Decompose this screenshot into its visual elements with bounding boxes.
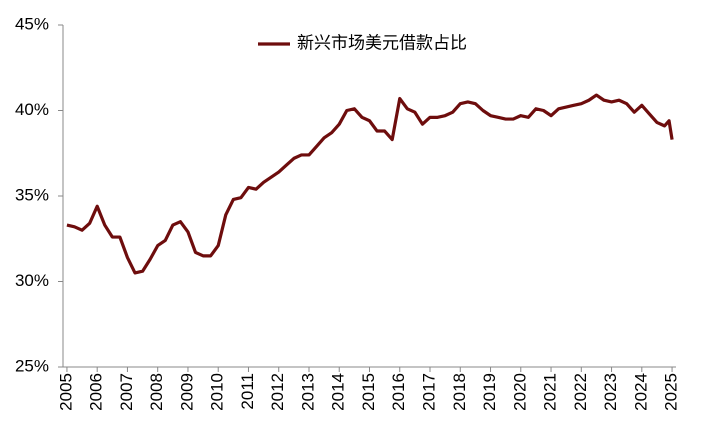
x-tick-label: 2022 xyxy=(571,373,590,411)
x-tick-label: 2015 xyxy=(359,373,378,411)
x-tick-label: 2019 xyxy=(480,373,499,411)
x-tick-label: 2020 xyxy=(510,373,529,411)
x-tick-label: 2008 xyxy=(147,373,166,411)
x-tick-label: 2009 xyxy=(177,373,196,411)
x-tick-label: 2007 xyxy=(117,373,136,411)
series-line xyxy=(66,93,674,275)
x-tick-label: 2005 xyxy=(56,373,75,411)
y-tick-label: 45% xyxy=(15,14,49,33)
y-tick-label: 40% xyxy=(15,100,49,119)
x-tick-label: 2011 xyxy=(238,373,257,410)
x-tick-label: 2023 xyxy=(601,373,620,411)
x-tick-label: 2025 xyxy=(662,373,681,411)
x-tick-label: 2010 xyxy=(208,373,227,411)
y-tick-label: 30% xyxy=(15,271,49,290)
x-tick-label: 2018 xyxy=(450,373,469,411)
y-tick-label: 25% xyxy=(15,356,49,375)
x-tick-label: 2021 xyxy=(541,373,560,411)
x-tick-label: 2017 xyxy=(419,373,438,411)
x-tick-label: 2024 xyxy=(631,373,650,411)
x-tick-label: 2016 xyxy=(389,373,408,411)
x-tick-label: 2006 xyxy=(87,373,106,411)
y-tick-label: 35% xyxy=(15,185,49,204)
x-tick-label: 2014 xyxy=(329,373,348,411)
x-tick-label: 2013 xyxy=(298,373,317,411)
x-tick-label: 2012 xyxy=(268,373,287,411)
legend-label: 新兴市场美元借款占比 xyxy=(297,33,467,52)
